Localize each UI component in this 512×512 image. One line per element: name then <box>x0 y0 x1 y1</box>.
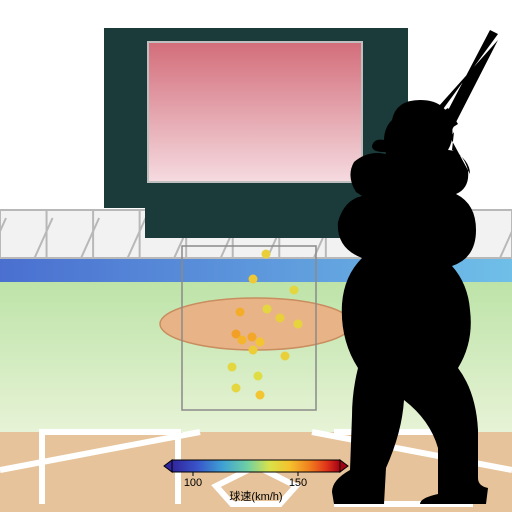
pitch-marker <box>262 250 271 259</box>
pitch-marker <box>238 336 247 345</box>
pitch-marker <box>263 305 272 314</box>
pitch-marker <box>248 333 257 342</box>
pitch-marker <box>228 363 237 372</box>
pitch-marker <box>249 346 258 355</box>
pitch-marker <box>254 372 263 381</box>
pitch-marker <box>249 275 258 284</box>
pitch-marker <box>232 384 241 393</box>
pitch-chart: 100 150 球速(km/h) <box>0 0 512 512</box>
pitch-marker <box>256 391 265 400</box>
svg-text:150: 150 <box>289 477 307 489</box>
pitch-marker <box>256 338 265 347</box>
svg-text:100: 100 <box>184 477 202 489</box>
pitch-marker <box>276 314 285 323</box>
pitch-marker <box>290 286 299 295</box>
pitch-marker <box>294 320 303 329</box>
legend-title: 球速(km/h) <box>229 489 282 503</box>
pitch-marker <box>281 352 290 361</box>
pitch-marker <box>236 308 245 317</box>
chart-svg: 100 150 球速(km/h) <box>0 0 512 512</box>
